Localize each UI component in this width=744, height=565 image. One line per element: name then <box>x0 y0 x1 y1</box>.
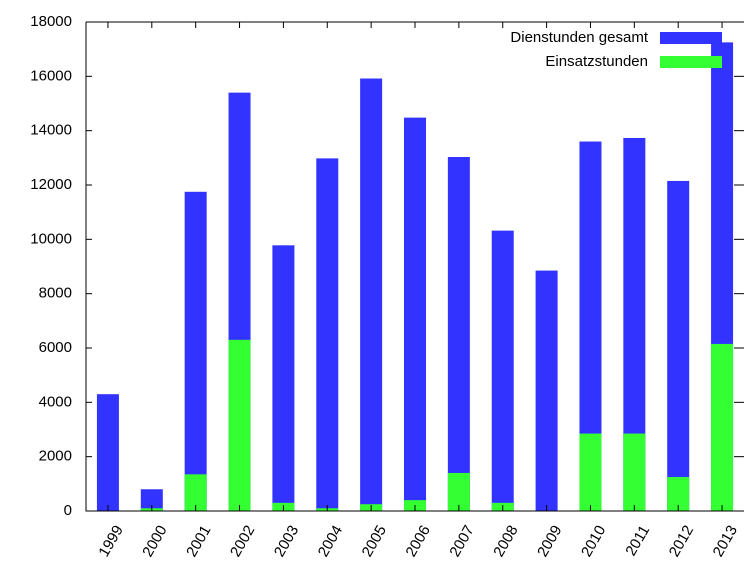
x-tick-label: 2011 <box>622 522 653 558</box>
bar <box>623 138 646 512</box>
x-tick-label: 2010 <box>578 522 609 559</box>
y-tick-label: 10000 <box>30 230 72 247</box>
x-tick-label: 2000 <box>139 522 170 559</box>
bar <box>667 180 690 512</box>
y-tick-label: 14000 <box>30 122 72 139</box>
x-tick-label: 1999 <box>95 522 126 559</box>
y-tick-label: 18000 <box>30 13 72 30</box>
legend-label: Dienstunden gesamt <box>510 29 648 46</box>
x-tick-label: 2002 <box>227 522 258 559</box>
bar <box>184 191 207 511</box>
legend-label: Einsatzstunden <box>545 53 648 70</box>
x-tick-label: 2008 <box>490 522 521 559</box>
x-tick-label: 2004 <box>315 522 346 559</box>
y-tick-label: 12000 <box>30 176 72 193</box>
y-tick-label: 8000 <box>39 285 72 302</box>
legend-swatch <box>660 32 722 44</box>
legend-swatch <box>660 56 722 68</box>
y-tick-label: 16000 <box>30 67 72 84</box>
bar <box>184 474 207 511</box>
bar <box>316 158 339 512</box>
x-tick-label: 2012 <box>666 522 697 559</box>
bar <box>140 489 163 511</box>
x-tick-label: 2013 <box>710 522 741 559</box>
bar <box>711 343 734 511</box>
bar <box>535 270 558 511</box>
bar <box>579 433 602 511</box>
bar <box>667 477 690 511</box>
y-tick-label: 4000 <box>39 393 72 410</box>
x-tick-label: 2006 <box>402 522 433 559</box>
y-tick-label: 6000 <box>39 339 72 356</box>
x-tick-label: 2005 <box>359 522 390 559</box>
x-tick-label: 2001 <box>183 522 214 559</box>
bar <box>360 78 383 512</box>
y-tick-label: 2000 <box>39 448 72 465</box>
bar <box>447 157 470 512</box>
bar <box>447 472 470 511</box>
bar <box>579 141 602 512</box>
x-tick-label: 2007 <box>446 522 477 559</box>
bar <box>96 394 119 511</box>
x-tick-label: 2009 <box>534 522 565 559</box>
bar <box>623 433 646 511</box>
bar <box>491 230 514 511</box>
bar <box>272 245 295 511</box>
x-tick-label: 2003 <box>271 522 302 559</box>
bar <box>404 117 426 512</box>
y-tick-label: 0 <box>64 502 72 519</box>
bar <box>228 339 251 511</box>
